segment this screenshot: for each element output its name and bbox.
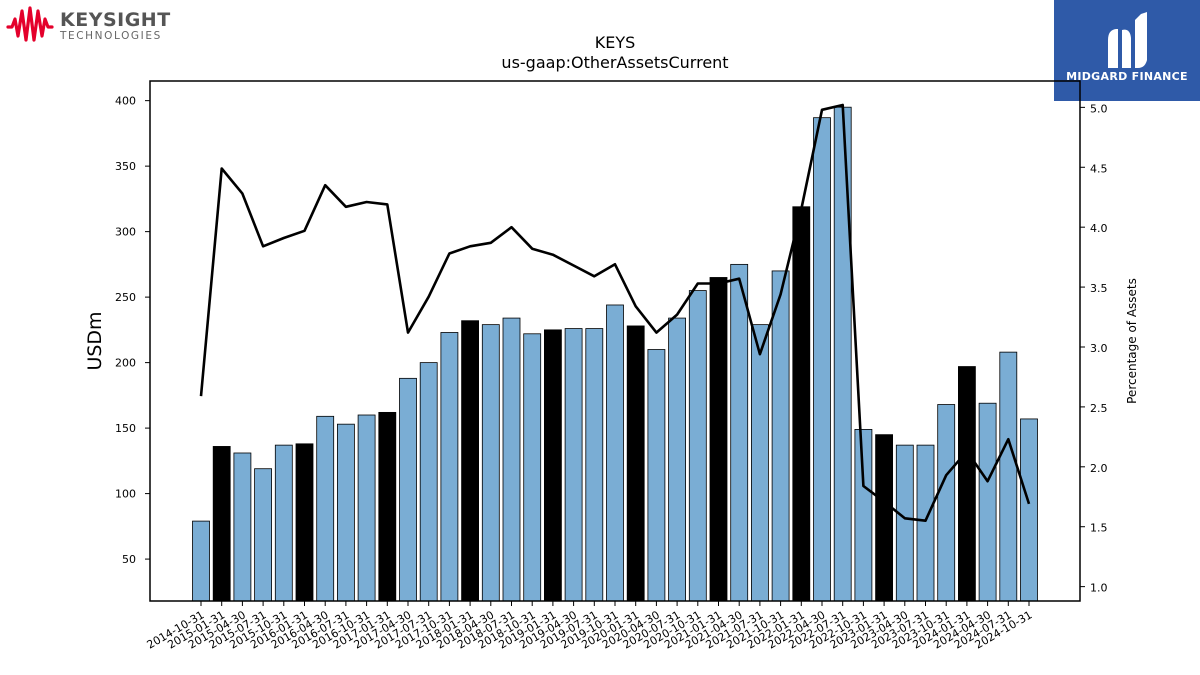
percentage-line: [199, 103, 1031, 523]
bar-2024-04-30: [978, 402, 997, 602]
bar-2022-10-31: [854, 429, 873, 602]
bar-2021-01-31: [709, 277, 728, 602]
keysight-sub: TECHNOLOGIES: [59, 30, 162, 42]
bar-2024-01-31: [958, 366, 976, 602]
bar-2018-07-31: [502, 317, 521, 602]
bar-2016-01-31: [295, 443, 314, 602]
bar-2024-07-31: [999, 351, 1018, 602]
y2-tick-label: 4.0: [1090, 222, 1108, 235]
y-tick-label: 150: [115, 422, 136, 435]
line-layer: [199, 103, 1031, 523]
chart-title: KEYS: [595, 33, 636, 52]
bar-2021-07-31: [751, 324, 769, 602]
keysight-wave-icon: [6, 6, 54, 42]
y-tick-label: 100: [115, 488, 136, 501]
bar-2017-10-31: [440, 332, 459, 602]
bar-2014-10-31: [192, 520, 210, 602]
keysight-name: KEYSIGHT: [60, 9, 171, 31]
bar-2019-01-31: [544, 329, 562, 602]
y-tick-label: 250: [115, 291, 136, 304]
bar-2023-10-31: [937, 404, 956, 602]
y-tick-label: 350: [115, 160, 136, 173]
bar-2019-10-31: [606, 304, 624, 602]
bar-2019-07-31: [585, 328, 604, 602]
bar-2017-01-31: [378, 411, 397, 602]
bar-2015-07-31: [254, 468, 273, 602]
bar-2018-01-31: [461, 320, 480, 602]
bars: [192, 106, 1038, 602]
y2-tick-label: 2.0: [1090, 462, 1108, 475]
bar-2015-10-31: [274, 444, 293, 602]
y-tick-label: 200: [115, 357, 136, 370]
bar-2021-10-31: [771, 270, 790, 602]
bar-2020-07-31: [668, 317, 686, 602]
bar-2022-01-31: [792, 206, 811, 602]
y2-tick-label: 5.0: [1090, 102, 1108, 115]
bar-2017-07-31: [419, 362, 438, 602]
bar-2020-01-31: [626, 325, 645, 602]
bar-2023-04-30: [895, 444, 914, 602]
keysight-logo: KEYSIGHT TECHNOLOGIES: [6, 6, 171, 42]
y2-tick-label: 2.5: [1090, 402, 1108, 415]
chart-subtitle: us-gaap:OtherAssetsCurrent: [501, 53, 728, 72]
bar-2019-04-30: [564, 328, 583, 602]
bar-2016-07-31: [336, 423, 355, 602]
bar-2016-10-31: [357, 414, 376, 602]
bar-2024-10-31: [1020, 418, 1038, 602]
y-tick-label: 50: [122, 553, 136, 566]
bar-2015-01-31: [212, 446, 231, 602]
y-tick-label: 300: [115, 226, 136, 239]
y-axis-label: USDm: [84, 311, 106, 370]
midgard-mark-icon: [1108, 12, 1147, 69]
bar-2018-04-30: [481, 324, 500, 602]
bar-2020-04-30: [647, 349, 666, 602]
midgard-logo: MIDGARD FINANCE: [1054, 0, 1200, 101]
y2-axis-label: Percentage of Assets: [1125, 278, 1139, 404]
bar-2023-01-31: [875, 434, 893, 602]
bar-2023-07-31: [916, 444, 935, 602]
midgard-name: MIDGARD FINANCE: [1066, 70, 1188, 83]
y2-tick-label: 3.5: [1090, 282, 1108, 295]
axes: 50 100 150 200 250 300 350 400 1.0 1.5 2.0 2.5 3.0 3.…: [115, 80, 1108, 652]
y2-tick-label: 3.0: [1090, 342, 1108, 355]
bar-2018-10-31: [523, 333, 542, 602]
y-tick-label: 400: [115, 95, 136, 108]
y2-tick-label: 4.5: [1090, 162, 1108, 175]
bar-2015-04-30: [233, 452, 252, 602]
bar-2016-04-30: [316, 415, 335, 602]
bar-2017-04-30: [399, 377, 417, 602]
y2-tick-label: 1.5: [1090, 522, 1108, 535]
bar-2021-04-30: [730, 263, 749, 602]
bar-2022-07-31: [833, 106, 852, 602]
bar-2022-04-30: [813, 117, 831, 602]
y2-tick-label: 1.0: [1090, 582, 1108, 595]
bar-2020-10-31: [688, 290, 707, 602]
